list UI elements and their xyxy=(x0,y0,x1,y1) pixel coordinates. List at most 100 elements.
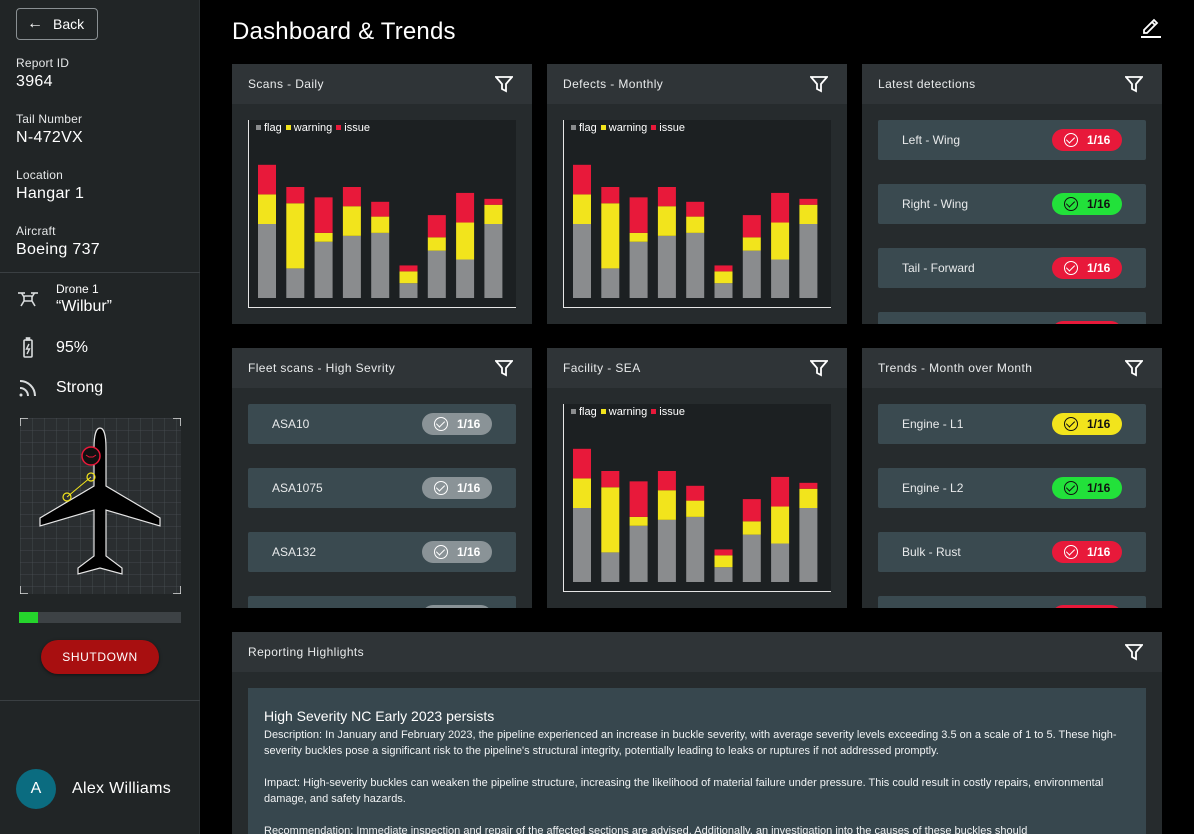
bar-flag-1[interactable] xyxy=(258,224,276,298)
bar-warning-8[interactable] xyxy=(456,222,475,260)
bar-flag-6[interactable] xyxy=(399,283,418,298)
bar-flag-5[interactable] xyxy=(371,232,390,298)
bar-warning-2[interactable] xyxy=(601,203,620,269)
bar-flag-3[interactable] xyxy=(629,241,648,298)
list-item[interactable]: Bulk - Rust 1/16 xyxy=(878,532,1146,572)
bar-flag-9[interactable] xyxy=(799,508,818,582)
bar-issue-7[interactable] xyxy=(742,499,761,522)
bar-issue-4[interactable] xyxy=(657,471,676,491)
list-item[interactable]: Right - Wing 1/16 xyxy=(878,184,1146,224)
list-item[interactable]: ASA132 1/16 xyxy=(248,532,516,572)
bar-issue-7[interactable] xyxy=(742,215,761,238)
filter-icon[interactable] xyxy=(810,360,828,377)
filter-icon[interactable] xyxy=(495,360,513,377)
bar-flag-2[interactable] xyxy=(601,268,620,298)
filter-icon[interactable] xyxy=(495,76,513,93)
bar-issue-5[interactable] xyxy=(686,201,705,217)
bar-flag-7[interactable] xyxy=(742,534,761,582)
bar-issue-1[interactable] xyxy=(573,448,591,479)
bar-warning-2[interactable] xyxy=(286,203,305,269)
bar-warning-3[interactable] xyxy=(629,232,648,242)
bar-flag-2[interactable] xyxy=(601,552,620,582)
bar-flag-4[interactable] xyxy=(342,235,361,298)
filter-icon[interactable] xyxy=(1125,644,1143,661)
bar-issue-6[interactable] xyxy=(399,265,418,272)
bar-issue-8[interactable] xyxy=(456,192,475,223)
bar-warning-6[interactable] xyxy=(399,271,418,284)
list-item[interactable]: Tail - Forward 1/16 xyxy=(878,248,1146,288)
bar-flag-7[interactable] xyxy=(742,250,761,298)
bar-issue-7[interactable] xyxy=(427,215,446,238)
bar-warning-7[interactable] xyxy=(427,237,446,251)
bar-warning-6[interactable] xyxy=(714,271,733,284)
bar-issue-2[interactable] xyxy=(286,187,305,204)
back-button[interactable]: ← Back xyxy=(16,8,98,40)
filter-icon[interactable] xyxy=(810,76,828,93)
bar-issue-2[interactable] xyxy=(601,187,620,204)
bar-issue-3[interactable] xyxy=(314,197,333,233)
bar-issue-3[interactable] xyxy=(629,197,648,233)
bar-warning-5[interactable] xyxy=(686,216,705,233)
bar-warning-9[interactable] xyxy=(484,204,503,224)
bar-flag-9[interactable] xyxy=(799,224,818,298)
filter-icon[interactable] xyxy=(1125,76,1143,93)
list-item[interactable]: Engine - L2 1/16 xyxy=(878,468,1146,508)
bar-flag-4[interactable] xyxy=(657,519,676,582)
bar-warning-1[interactable] xyxy=(258,194,276,224)
bar-flag-1[interactable] xyxy=(573,224,591,298)
bar-warning-1[interactable] xyxy=(573,478,591,508)
list-item[interactable]: ASA1075 1/16 xyxy=(248,468,516,508)
bar-flag-8[interactable] xyxy=(771,543,790,582)
bar-flag-2[interactable] xyxy=(286,268,305,298)
bar-issue-3[interactable] xyxy=(629,481,648,517)
bar-flag-5[interactable] xyxy=(686,232,705,298)
drone-position-map[interactable] xyxy=(19,417,182,595)
bar-issue-1[interactable] xyxy=(258,164,276,195)
bar-flag-3[interactable] xyxy=(314,241,333,298)
list-item[interactable]: ASA10 1/16 xyxy=(248,404,516,444)
bar-issue-1[interactable] xyxy=(573,164,591,195)
filter-icon[interactable] xyxy=(1125,360,1143,377)
list-item[interactable] xyxy=(878,596,1146,608)
bar-flag-8[interactable] xyxy=(771,259,790,298)
bar-warning-3[interactable] xyxy=(629,516,648,526)
list-item[interactable] xyxy=(878,312,1146,324)
bar-warning-4[interactable] xyxy=(657,206,676,236)
bar-flag-1[interactable] xyxy=(573,508,591,582)
bar-issue-5[interactable] xyxy=(371,201,390,217)
bar-issue-4[interactable] xyxy=(342,187,361,207)
bar-issue-6[interactable] xyxy=(714,549,733,556)
user-profile[interactable]: A Alex Williams xyxy=(16,769,171,809)
bar-warning-8[interactable] xyxy=(771,222,790,260)
bar-warning-9[interactable] xyxy=(799,488,818,508)
list-item[interactable]: Left - Wing 1/16 xyxy=(878,120,1146,160)
bar-issue-6[interactable] xyxy=(714,265,733,272)
bar-flag-9[interactable] xyxy=(484,224,503,298)
bar-warning-5[interactable] xyxy=(686,500,705,517)
bar-issue-2[interactable] xyxy=(601,471,620,488)
bar-warning-1[interactable] xyxy=(573,194,591,224)
edit-icon[interactable] xyxy=(1139,16,1163,40)
bar-warning-9[interactable] xyxy=(799,204,818,224)
bar-warning-4[interactable] xyxy=(342,206,361,236)
bar-flag-4[interactable] xyxy=(657,235,676,298)
bar-warning-4[interactable] xyxy=(657,490,676,520)
bar-flag-8[interactable] xyxy=(456,259,475,298)
shutdown-button[interactable]: SHUTDOWN xyxy=(41,640,159,674)
bar-warning-8[interactable] xyxy=(771,506,790,544)
bar-warning-2[interactable] xyxy=(601,487,620,553)
bar-issue-8[interactable] xyxy=(771,476,790,507)
bar-issue-9[interactable] xyxy=(484,198,503,205)
bar-warning-7[interactable] xyxy=(742,237,761,251)
bar-warning-5[interactable] xyxy=(371,216,390,233)
bar-issue-4[interactable] xyxy=(657,187,676,207)
list-item[interactable]: Engine - L1 1/16 xyxy=(878,404,1146,444)
bar-issue-9[interactable] xyxy=(799,482,818,489)
bar-issue-9[interactable] xyxy=(799,198,818,205)
list-item[interactable] xyxy=(248,596,516,608)
bar-issue-5[interactable] xyxy=(686,485,705,501)
bar-flag-3[interactable] xyxy=(629,525,648,582)
bar-warning-6[interactable] xyxy=(714,555,733,568)
bar-flag-7[interactable] xyxy=(427,250,446,298)
bar-issue-8[interactable] xyxy=(771,192,790,223)
